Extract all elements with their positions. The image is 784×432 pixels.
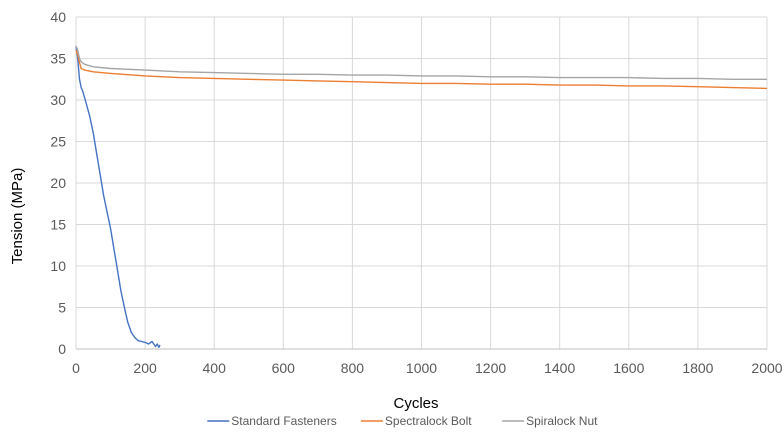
y-tick-label: 5 [58,300,66,316]
y-tick-label: 25 [50,134,66,150]
x-tick-label: 1600 [613,360,644,376]
legend-label: Standard Fasteners [231,414,336,428]
x-tick-label: 400 [203,360,227,376]
x-axis-title: Cycles [393,395,438,412]
series-line-spiralock-nut [75,45,767,81]
x-tick-label: 2000 [751,360,782,376]
x-tick-label: 800 [341,360,365,376]
y-tick-label: 35 [50,51,66,67]
x-tick-label: 600 [272,360,296,376]
x-tick-label: 1800 [682,360,713,376]
y-tick-label: 0 [58,341,66,357]
gridlines [76,16,768,349]
legend-item-standard-fasteners: Standard Fasteners [207,414,337,428]
axes [75,17,767,350]
x-tick-label: 1200 [475,360,506,376]
y-tick-label: 40 [50,9,66,25]
x-tick-label: 0 [72,360,80,376]
x-tick-label: 1400 [544,360,575,376]
series-line-spectralock-bolt [75,49,768,90]
y-axis-title: Tension (MPa) [9,168,26,265]
y-tick-label: 10 [50,258,66,274]
legend-item-spectralock-bolt: Spectralock Bolt [360,414,472,428]
legend: Standard Fasteners Spectralock Bolt Spiral… [207,414,598,428]
x-tick-label: 1000 [406,360,437,376]
legend-label: Spiralock Nut [526,414,598,428]
x-tick-label: 200 [133,360,157,376]
y-tick-label: 30 [50,92,66,108]
series-lines [75,45,768,348]
legend-label: Spectralock Bolt [385,414,472,428]
y-tick-label: 20 [50,175,66,191]
y-tick-label: 15 [50,217,66,233]
legend-item-spiralock-nut: Spiralock Nut [502,414,598,428]
series-line-standard-fasteners [75,46,161,348]
